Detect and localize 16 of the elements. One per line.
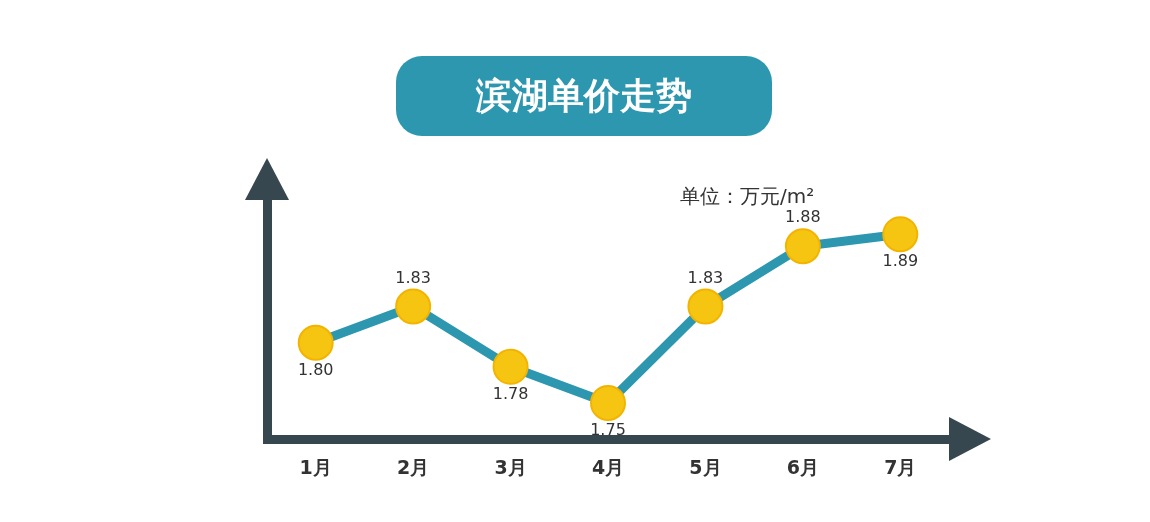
x-tick-label: 5月: [689, 455, 722, 478]
text: 单位：万元/m²: [680, 183, 815, 210]
data-label: 1.78: [492, 384, 529, 403]
x-tick-label: 6月: [786, 455, 819, 478]
data-label: 1.80: [297, 359, 334, 379]
data-label: 1.89: [882, 251, 919, 271]
data-label: 1.88: [785, 207, 821, 227]
chart-title: 滨湖单价走势: [396, 56, 772, 136]
x-tick-label: 1月: [299, 455, 332, 478]
x-tick-label: 3月: [494, 455, 527, 478]
x-tick-label: 2月: [397, 455, 430, 478]
data-label: 1.83: [395, 267, 431, 287]
x-tick-label: 7月: [884, 455, 917, 478]
x-tick-label: 4月: [591, 455, 625, 478]
data-label: 1.83: [687, 267, 724, 287]
data-label: 1.75: [590, 420, 626, 440]
